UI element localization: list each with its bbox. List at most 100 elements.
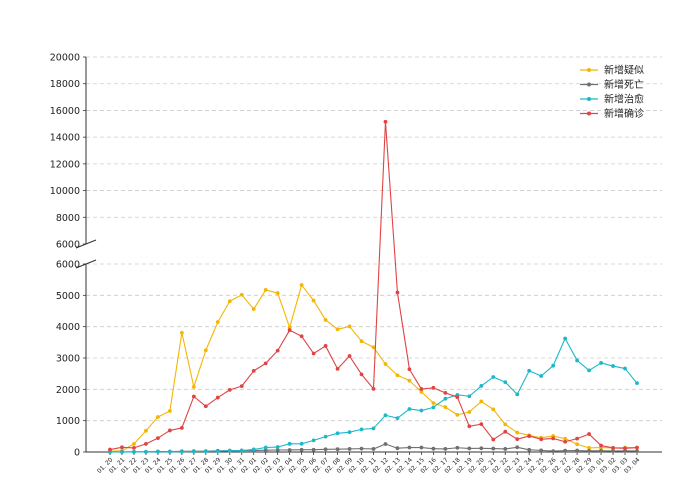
data-point [264, 446, 268, 450]
y-tick-label: 5000 [56, 291, 80, 302]
data-point [384, 413, 388, 417]
series-line-segment [469, 386, 481, 396]
data-point [635, 449, 639, 453]
legend-marker [587, 83, 591, 87]
data-point [623, 367, 627, 371]
data-point [324, 435, 328, 439]
data-point [336, 327, 340, 331]
series-line-segment [493, 377, 505, 382]
series-line-segment [350, 326, 362, 341]
y-tick-label: 16000 [50, 106, 80, 117]
series-line-segment [326, 320, 338, 329]
series-line-segment [266, 351, 278, 364]
data-point [587, 369, 591, 373]
data-point [168, 450, 172, 454]
data-point [324, 318, 328, 322]
series-line-segment [625, 369, 637, 384]
series-line-segment [374, 444, 386, 449]
series-新增治愈 [108, 337, 639, 454]
data-point [372, 447, 376, 451]
data-point [360, 339, 364, 343]
data-point [360, 447, 364, 451]
data-point [168, 409, 172, 413]
data-point [192, 395, 196, 399]
data-point [156, 436, 160, 440]
data-point [204, 449, 208, 453]
data-point [156, 415, 160, 419]
series-line-segment [577, 434, 589, 439]
data-point [360, 372, 364, 376]
series-line-segment [278, 293, 290, 327]
y-tick-label: 4000 [56, 322, 80, 333]
series-line-segment [517, 371, 529, 395]
data-point [288, 328, 292, 332]
series-line-segment [385, 444, 397, 448]
data-point [132, 442, 136, 446]
y-tick-label: 0 [74, 448, 80, 459]
data-point [527, 369, 531, 373]
data-point [240, 293, 244, 297]
data-point [575, 359, 579, 363]
data-point [348, 325, 352, 329]
data-point [264, 361, 268, 365]
series-line-segment [290, 285, 302, 328]
series-line-segment [158, 430, 170, 438]
data-point [408, 379, 412, 383]
y-tick-label: 6000 [56, 240, 80, 251]
data-point [420, 446, 424, 450]
data-point [479, 446, 483, 450]
series-line-segment [194, 397, 206, 407]
data-point [240, 384, 244, 388]
series-line-segment [397, 375, 409, 380]
series-line-segment [362, 374, 374, 389]
data-point [431, 405, 435, 409]
data-point [587, 432, 591, 436]
data-point [443, 405, 447, 409]
data-point [216, 449, 220, 453]
series-line-segment [505, 382, 517, 394]
data-point [264, 288, 268, 292]
data-point [575, 442, 579, 446]
series-line-segment [206, 398, 218, 407]
data-point [216, 396, 220, 400]
data-point [276, 445, 280, 449]
data-point [324, 344, 328, 348]
data-point [204, 348, 208, 352]
series-line-segment [134, 431, 146, 444]
y-tick-label: 8000 [56, 213, 80, 224]
data-point [312, 438, 316, 442]
data-point [228, 388, 232, 392]
data-point [515, 431, 519, 435]
data-point [503, 447, 507, 451]
data-point [324, 447, 328, 451]
series-line-segment [374, 415, 386, 428]
y-tick-label: 18000 [50, 79, 80, 90]
data-point [180, 331, 184, 335]
data-point [312, 299, 316, 303]
data-point [372, 427, 376, 431]
data-point [252, 448, 256, 452]
data-point [180, 450, 184, 454]
legend-marker [587, 112, 591, 116]
data-point [408, 367, 412, 371]
series-line-segment [302, 336, 314, 353]
series-line-segment [529, 371, 541, 376]
data-point [551, 437, 555, 441]
data-point [467, 410, 471, 414]
data-point [192, 385, 196, 389]
series-line-segment [385, 122, 397, 293]
series-line-segment [433, 388, 445, 393]
data-point [443, 397, 447, 401]
data-point [611, 364, 615, 368]
data-point [144, 442, 148, 446]
data-point [515, 392, 519, 396]
series-line-segment [182, 397, 194, 428]
series-line-segment [146, 417, 158, 431]
series-line-segment [589, 434, 601, 445]
data-point [192, 450, 196, 454]
data-point [312, 352, 316, 356]
data-point [312, 448, 316, 452]
series-line-segment [481, 377, 493, 386]
legend-label: 新增治愈 [604, 93, 644, 106]
